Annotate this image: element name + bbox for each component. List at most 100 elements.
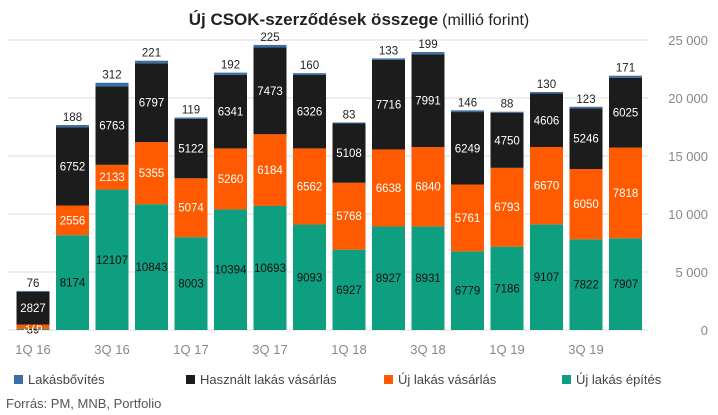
data-label: 5108 — [336, 148, 362, 160]
bar-segment — [95, 189, 129, 330]
y-tick-label: 20 000 — [668, 91, 708, 106]
bar-segment — [16, 328, 50, 330]
bar-segment — [372, 226, 405, 330]
bar-segment — [174, 118, 208, 179]
data-label: 7991 — [415, 96, 441, 108]
bar-segment — [530, 93, 563, 147]
bar-segment — [332, 122, 366, 124]
x-tick-label: 1Q 18 — [331, 342, 366, 357]
legend-label: Használt lakás vásárlás — [200, 372, 337, 387]
data-label: 10693 — [254, 263, 286, 275]
bar-segment — [490, 112, 524, 168]
data-label: 225 — [260, 32, 279, 44]
data-label: 6779 — [455, 286, 481, 298]
bar-segment — [609, 147, 642, 239]
bar-segment — [490, 246, 524, 330]
bar-segment — [293, 224, 326, 330]
y-tick-label: 0 — [701, 323, 708, 338]
bar-segment — [56, 205, 89, 236]
data-label: 2556 — [60, 215, 86, 227]
bar-segment — [293, 148, 326, 225]
bar-segment — [609, 75, 642, 78]
data-label: 6840 — [415, 182, 441, 194]
bar-segment — [530, 146, 563, 225]
chart-title-unit: (millió forint) — [442, 12, 529, 29]
bar-segment — [135, 63, 168, 143]
bar-segment — [451, 110, 484, 113]
source-note: Forrás: PM, MNB, Portfolio — [6, 396, 161, 411]
bar-segment — [530, 224, 563, 330]
data-label: 160 — [300, 60, 319, 72]
x-axis-ticks: 1Q 16 3Q 16 1Q 17 3Q 17 1Q 18 3Q 18 1Q 19 3Q 19 — [15, 342, 603, 357]
data-label: 6752 — [60, 161, 86, 173]
bar-segment — [174, 178, 208, 238]
bar-segment — [372, 149, 405, 227]
bar-segment — [372, 58, 405, 60]
bar-segment — [609, 238, 642, 330]
data-label: 5260 — [218, 174, 244, 186]
data-label: 7716 — [376, 100, 402, 112]
bar-segment — [372, 59, 405, 150]
bar-segment — [95, 164, 129, 190]
bar-segment — [411, 54, 445, 148]
bar-segment — [16, 324, 50, 329]
y-tick-label: 15 000 — [668, 149, 708, 164]
bar-segment — [609, 77, 642, 148]
data-label: 8003 — [178, 279, 204, 291]
data-label: 7822 — [573, 280, 599, 292]
data-label: 146 — [458, 97, 477, 109]
legend-swatch — [562, 375, 571, 384]
data-label: 188 — [63, 112, 82, 124]
bar-segment — [253, 134, 287, 206]
data-label: 6050 — [573, 199, 599, 211]
data-label: 199 — [418, 39, 437, 51]
chart-title: Új CSOK-szerződések összege (millió forin… — [189, 10, 530, 29]
legend-label: Új lakás vásárlás — [398, 372, 497, 387]
bar-segment — [214, 209, 247, 330]
bar-segment — [293, 75, 326, 149]
y-axis-ticks: 0 5 000 10 000 15 000 20 000 25 000 — [668, 33, 708, 338]
x-tick-label: 1Q 19 — [489, 342, 524, 357]
bar-segment — [214, 72, 247, 75]
bar-segment — [253, 205, 287, 330]
data-label: 8931 — [415, 273, 441, 285]
bar-segment — [332, 182, 366, 250]
x-tick-label: 1Q 17 — [173, 342, 208, 357]
bar-segment — [56, 127, 89, 206]
data-label: 6927 — [336, 285, 362, 297]
bar-segment — [451, 184, 484, 252]
data-label: 2133 — [99, 172, 125, 184]
bar-segment — [411, 52, 445, 55]
bar-segment — [16, 290, 50, 292]
bar-segment — [214, 148, 247, 210]
data-label: 312 — [102, 70, 121, 82]
bar-segment — [490, 111, 524, 113]
data-label: 6249 — [455, 143, 481, 155]
data-label: 171 — [616, 63, 635, 75]
data-label: 5122 — [178, 144, 204, 156]
data-label: 12107 — [96, 255, 128, 267]
data-label: 5768 — [336, 211, 362, 223]
bar-segment — [95, 86, 129, 165]
data-label: 6670 — [534, 181, 560, 193]
data-label: 83 — [343, 110, 356, 122]
bar-segment — [174, 117, 208, 119]
x-tick-label: 3Q 18 — [410, 342, 445, 357]
bar-segment — [332, 249, 366, 330]
bar-segment — [56, 125, 89, 128]
bar-segment — [569, 106, 603, 109]
data-label: 5074 — [178, 203, 204, 215]
data-label: 88 — [501, 99, 514, 111]
y-tick-label: 5 000 — [675, 265, 708, 280]
legend-swatch — [384, 375, 393, 384]
bar-segment — [411, 147, 445, 227]
data-label: 6326 — [297, 107, 323, 119]
data-label: 7473 — [257, 86, 283, 98]
legend-swatch — [14, 375, 23, 384]
data-label: 4750 — [494, 135, 520, 147]
data-label: 9093 — [297, 272, 323, 284]
bar-segment — [293, 73, 326, 76]
bar-segment — [95, 82, 129, 87]
